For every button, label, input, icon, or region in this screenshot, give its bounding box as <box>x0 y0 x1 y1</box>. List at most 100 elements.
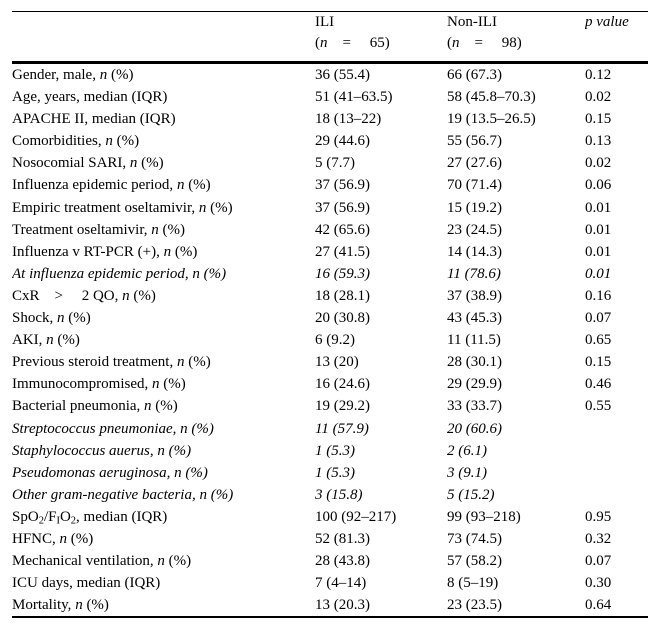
ili-value-cell: 18 (28.1) <box>315 287 370 304</box>
data-table: ILI (n = 65) Non-ILI (n = 98) p value Ge… <box>12 11 648 619</box>
ili-value-cell: 6 (9.2) <box>315 332 355 349</box>
nonili-value-cell: 20 (60.6) <box>447 420 502 437</box>
row-label-cell: Influenza v RT-PCR (+), n (%) <box>12 243 198 260</box>
p-value-cell: 0.12 <box>585 67 612 83</box>
ili-value-cell: 16 (24.6) <box>315 376 370 393</box>
table-row: APACHE II, median (IQR) 18 (13–22) 19 (13.… <box>12 108 648 130</box>
ili-value-cell: 28 (43.8) <box>315 553 370 570</box>
table-row: Mortality, n (%) 13 (20.3) 23 (23.5) 0.64 <box>12 594 648 619</box>
row-label-cell: Staphylococcus auerus, n (%) <box>12 442 192 459</box>
p-value-cell: 0.15 <box>585 354 612 371</box>
table-row: Gender, male, n (%) 36 (55.4) 66 (67.3) 0.1… <box>12 63 648 87</box>
table-row: Comorbidities, n (%) 29 (44.6) 55 (56.7) 0.… <box>12 130 648 152</box>
nonili-value-cell: 29 (29.9) <box>447 376 502 393</box>
ili-value-cell: 18 (13–22) <box>315 111 382 128</box>
row-label-cell: Streptococcus pneumoniae, n (%) <box>12 420 214 437</box>
nonili-value-cell: 11 (11.5) <box>447 332 501 349</box>
ili-value-cell: 16 (59.3) <box>315 265 370 282</box>
nonili-value-cell: 15 (19.2) <box>447 199 502 216</box>
row-label-cell: HFNC, n (%) <box>12 530 94 547</box>
p-value-cell: 0.01 <box>585 221 612 238</box>
nonili-value-cell: 8 (5–19) <box>447 575 499 592</box>
row-label-cell: SpO2/FIO2, median (IQR) <box>12 508 168 527</box>
nonili-value-cell: 58 (45.8–70.3) <box>447 89 536 106</box>
table-row: Influenza v RT-PCR (+), n (%) 27 (41.5) 14… <box>12 241 648 263</box>
table-row: Previous steroid treatment, n (%) 13 (20)… <box>12 351 648 373</box>
ili-value-cell: 1 (5.3) <box>315 464 355 481</box>
table-row: Shock, n (%) 20 (30.8) 43 (45.3) 0.07 <box>12 307 648 329</box>
row-label-cell: Age, years, median (IQR) <box>12 89 168 106</box>
ili-value-cell: 29 (44.6) <box>315 133 370 150</box>
row-label-cell: CxR > 2 QO, n (%) <box>12 287 156 304</box>
row-label-cell: ICU days, median (IQR) <box>12 575 161 592</box>
p-value-cell: 0.02 <box>585 155 612 172</box>
nonili-value-cell: 57 (58.2) <box>447 553 502 570</box>
table-row: Mechanical ventilation, n (%) 28 (43.8) 57… <box>12 550 648 572</box>
p-value-cell: 0.07 <box>585 553 612 570</box>
nonili-value-cell: 5 (15.2) <box>447 486 495 503</box>
table-row: Empiric treatment oseltamivir, n (%) 37 (… <box>12 197 648 219</box>
header-ili-title: ILI <box>315 14 335 30</box>
nonili-value-cell: 37 (38.9) <box>447 287 502 304</box>
table-row: Staphylococcus auerus, n (%) 1 (5.3) 2 (6.… <box>12 440 648 462</box>
row-label-cell: Previous steroid treatment, n (%) <box>12 354 211 371</box>
ili-value-cell: 37 (56.9) <box>315 199 370 216</box>
row-label-cell: Mechanical ventilation, n (%) <box>12 553 192 570</box>
nonili-value-cell: 28 (30.1) <box>447 354 502 371</box>
ili-value-cell: 27 (41.5) <box>315 243 370 260</box>
row-label-cell: AKI, n (%) <box>12 332 80 349</box>
header-label-column <box>12 11 315 64</box>
p-value-cell: 0.95 <box>585 508 612 525</box>
p-value-cell: 0.13 <box>585 133 612 150</box>
row-label-cell: Comorbidities, n (%) <box>12 133 140 150</box>
row-label-cell: Nosocomial SARI, n (%) <box>12 155 164 172</box>
nonili-value-cell: 3 (9.1) <box>447 464 487 481</box>
table-row: AKI, n (%) 6 (9.2) 11 (11.5) 0.65 <box>12 329 648 351</box>
nonili-value-cell: 23 (23.5) <box>447 594 585 619</box>
ili-value-cell: 42 (65.6) <box>315 221 370 238</box>
p-value-cell: 0.30 <box>585 575 612 592</box>
row-label-cell: Mortality, n (%) <box>12 594 315 619</box>
nonili-value-cell: 27 (27.6) <box>447 155 502 172</box>
ili-value-cell: 1 (5.3) <box>315 442 355 459</box>
row-label-cell: APACHE II, median (IQR) <box>12 111 176 128</box>
row-label-cell: Influenza epidemic period, n (%) <box>12 177 211 194</box>
table-row: Pseudomonas aeruginosa, n (%) 1 (5.3) 3 (9… <box>12 462 648 484</box>
table-row: Other gram-negative bacteria, n (%) 3 (15… <box>12 484 648 506</box>
nonili-value-cell: 99 (93–218) <box>447 508 521 525</box>
row-label-cell: Other gram-negative bacteria, n (%) <box>12 486 234 503</box>
row-label-cell: Treatment oseltamivir, n (%) <box>12 221 185 238</box>
p-value-cell: 0.15 <box>585 111 612 128</box>
table-row: Influenza epidemic period, n (%) 37 (56.9… <box>12 174 648 196</box>
ili-value-cell: 51 (41–63.5) <box>315 89 393 106</box>
header-pvalue-title: p value <box>585 14 629 30</box>
table-row: ICU days, median (IQR) 7 (4–14) 8 (5–19) 0.… <box>12 572 648 594</box>
p-value-cell: 0.07 <box>585 310 612 327</box>
p-value-cell: 0.32 <box>585 530 612 547</box>
nonili-value-cell: 23 (24.5) <box>447 221 502 238</box>
p-value-cell: 0.65 <box>585 332 612 349</box>
nonili-value-cell: 33 (33.7) <box>447 398 502 415</box>
ili-value-cell: 37 (56.9) <box>315 177 370 194</box>
p-value-cell: 0.01 <box>585 243 612 260</box>
nonili-value-cell: 11 (78.6) <box>447 265 501 282</box>
table-header: ILI (n = 65) Non-ILI (n = 98) p value <box>12 11 648 64</box>
nonili-value-cell: 14 (14.3) <box>447 243 502 260</box>
p-value-cell: 0.55 <box>585 398 612 415</box>
ili-value-cell: 7 (4–14) <box>315 575 367 592</box>
row-label-cell: Immunocompromised, n (%) <box>12 376 186 393</box>
p-value-cell <box>585 462 648 484</box>
header-nonili-n: (n = 98) <box>447 35 522 51</box>
ili-value-cell: 3 (15.8) <box>315 486 363 503</box>
row-label-cell: At influenza epidemic period, n (%) <box>12 265 227 282</box>
nonili-value-cell: 43 (45.3) <box>447 310 502 327</box>
row-label-cell: Pseudomonas aeruginosa, n (%) <box>12 464 208 481</box>
row-label-cell: Bacterial pneumonia, n (%) <box>12 398 178 415</box>
ili-value-cell: 5 (7.7) <box>315 155 355 172</box>
ili-value-cell: 36 (55.4) <box>315 67 370 83</box>
table-row: Treatment oseltamivir, n (%) 42 (65.6) 23 … <box>12 219 648 241</box>
table-row: Streptococcus pneumoniae, n (%) 11 (57.9)… <box>12 418 648 440</box>
p-value-cell: 0.46 <box>585 376 612 393</box>
p-value-cell <box>585 440 648 462</box>
p-value-cell: 0.01 <box>585 265 612 282</box>
